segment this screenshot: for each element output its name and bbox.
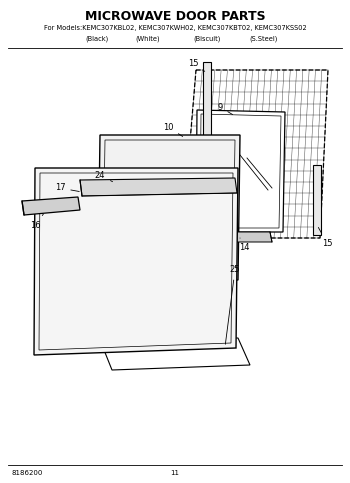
Text: 17: 17 (55, 184, 79, 193)
Polygon shape (313, 165, 321, 235)
Text: 16: 16 (30, 214, 43, 229)
Text: MICROWAVE DOOR PARTS: MICROWAVE DOOR PARTS (85, 10, 265, 23)
Text: 24: 24 (95, 170, 113, 182)
Polygon shape (22, 197, 80, 215)
Polygon shape (218, 232, 272, 242)
Text: 11: 11 (170, 470, 180, 476)
Text: 8186200: 8186200 (12, 470, 43, 476)
Text: (Biscuit): (Biscuit) (193, 36, 221, 43)
Polygon shape (100, 338, 250, 370)
Text: (White): (White) (136, 36, 160, 43)
Text: (S.Steel): (S.Steel) (250, 36, 278, 43)
Polygon shape (203, 62, 211, 185)
Polygon shape (196, 110, 285, 232)
Text: (Black): (Black) (85, 36, 108, 43)
Text: For Models:KEMC307KBL02, KEMC307KWH02, KEMC307KBT02, KEMC307KSS02: For Models:KEMC307KBL02, KEMC307KWH02, K… (44, 25, 306, 31)
Polygon shape (98, 135, 240, 282)
Text: 9: 9 (217, 102, 233, 114)
Text: 25: 25 (225, 266, 240, 344)
Polygon shape (34, 168, 238, 355)
Text: 15: 15 (188, 58, 205, 71)
Polygon shape (80, 178, 237, 196)
Text: 10: 10 (163, 123, 183, 137)
Text: 14: 14 (239, 238, 249, 253)
Text: 15: 15 (318, 227, 332, 247)
